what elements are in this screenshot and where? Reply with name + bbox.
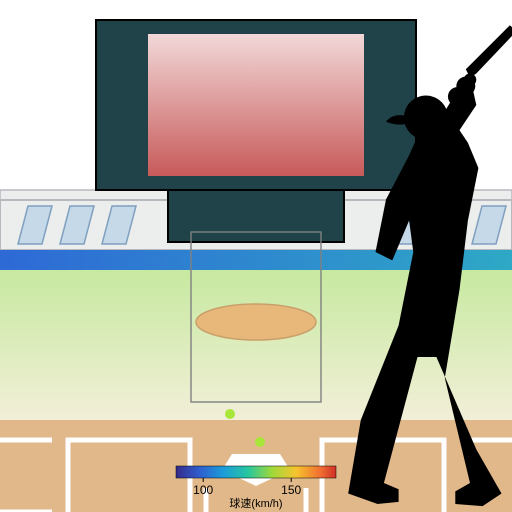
scoreboard-screen xyxy=(148,34,364,176)
pitch-marker-1 xyxy=(255,437,265,447)
pitch-marker-0 xyxy=(225,409,235,419)
pitchers-mound xyxy=(196,304,316,340)
scale-axis-label: 球速(km/h) xyxy=(229,496,282,510)
scale-tick-label: 100 xyxy=(193,483,213,497)
scale-tick-label: 150 xyxy=(281,483,301,497)
